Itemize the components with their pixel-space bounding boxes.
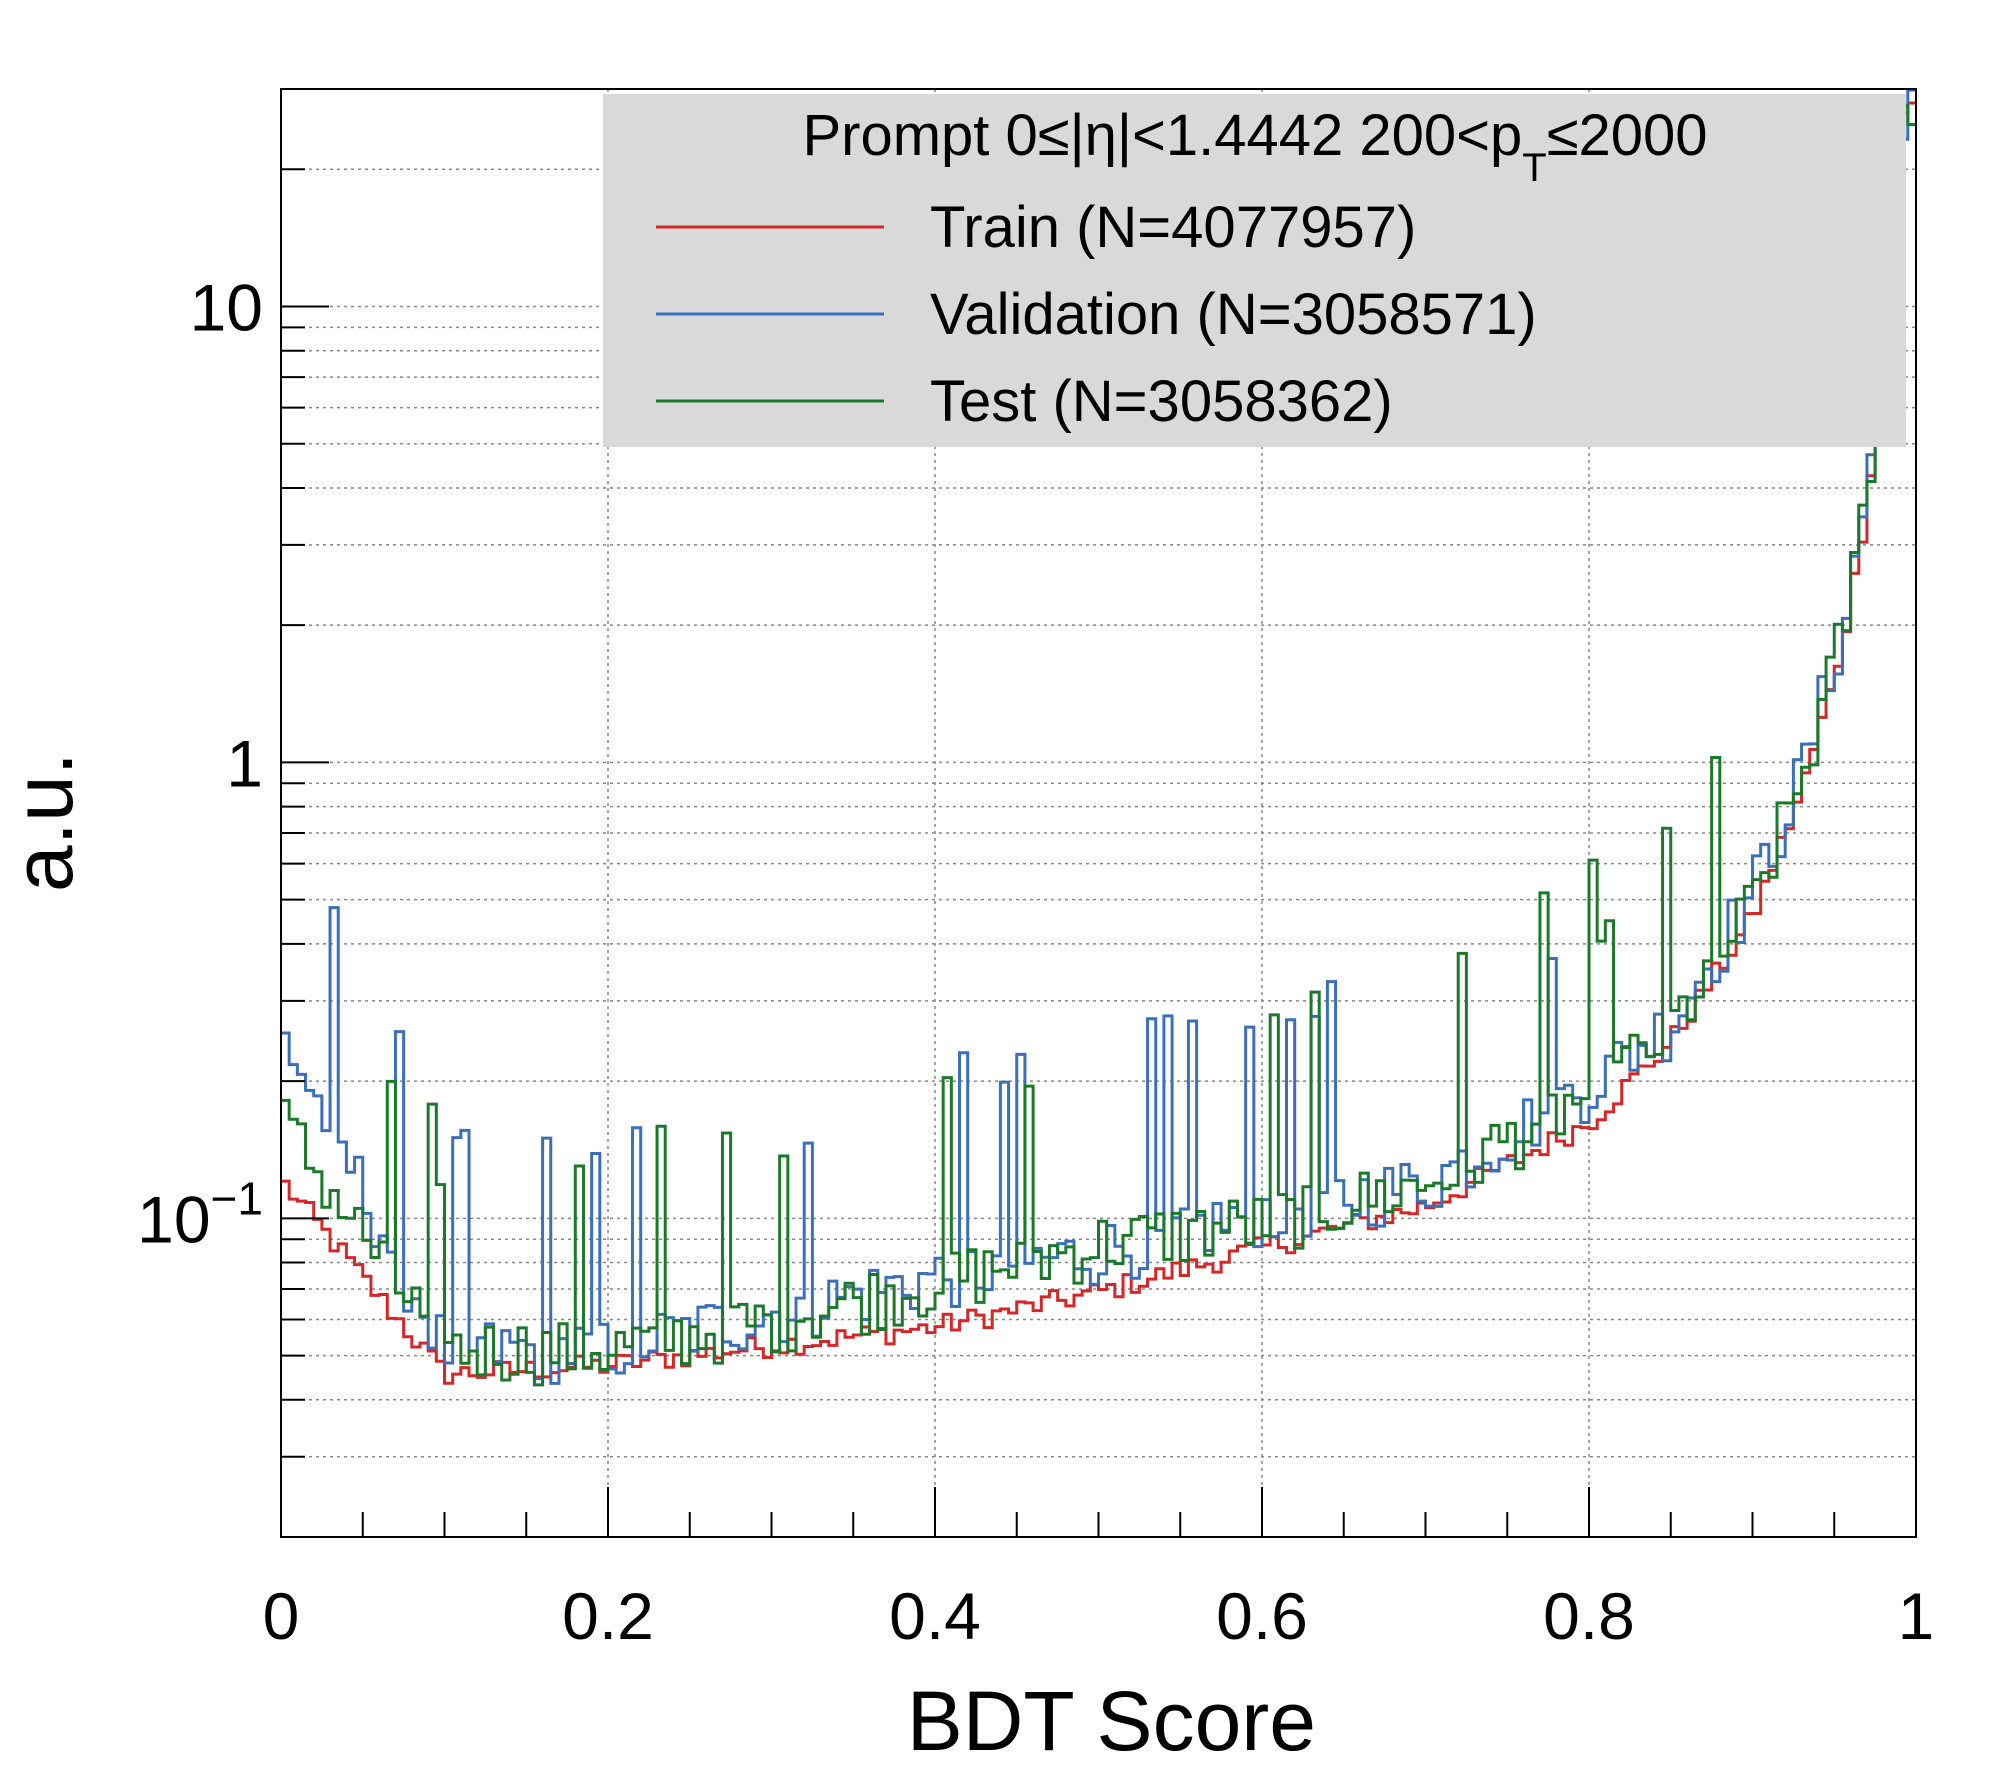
x-tick-label: 0.4: [889, 1579, 981, 1653]
y-tick-labels: 10 1 10−1: [137, 271, 263, 1257]
series-line: [281, 101, 1916, 1385]
series-line: [281, 104, 1916, 1387]
y-tick-label: 10: [190, 271, 263, 345]
legend-label: Train (N=4077957): [930, 195, 1416, 260]
legend-label: Validation (N=3058571): [930, 282, 1537, 347]
x-tick-label: 0.2: [562, 1579, 654, 1653]
axis-ticks: [280, 88, 1917, 1538]
x-tick-label: 1: [1898, 1579, 1935, 1653]
y-tick-label: 10−1: [137, 1172, 263, 1256]
x-tick-label: 0.6: [1216, 1579, 1308, 1653]
series-group: [281, 88, 1916, 1387]
legend-entries: Train (N=4077957) Validation (N=3058571) T…: [656, 195, 1537, 434]
legend: Prompt 0≤|η|<1.4442 200<pT≤2000 Train (N…: [603, 94, 1906, 447]
legend-label: Test (N=3058362): [930, 369, 1393, 434]
legend-box: [603, 94, 1906, 447]
y-axis-title: a.u.: [0, 752, 90, 892]
x-tick-label: 0: [263, 1579, 300, 1653]
y-tick-label: 1: [226, 726, 263, 800]
x-tick-labels: 0 0.2 0.4 0.6 0.8 1: [263, 1579, 1935, 1653]
series-line: [281, 88, 1916, 1385]
x-axis-title: BDT Score: [907, 1674, 1316, 1768]
legend-header: Prompt 0≤|η|<1.4442 200<pT≤2000: [802, 103, 1707, 190]
x-tick-label: 0.8: [1543, 1579, 1635, 1653]
